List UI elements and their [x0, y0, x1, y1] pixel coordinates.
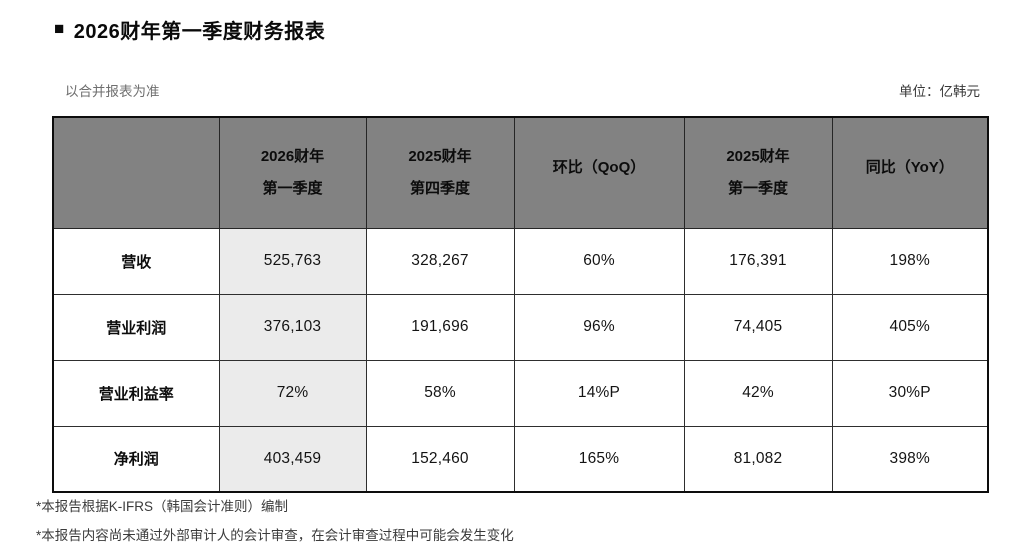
- cell: 328,267: [365, 227, 515, 295]
- cell: 72%: [218, 359, 367, 427]
- cell: 58%: [365, 359, 515, 427]
- row-label: 营业利润: [52, 293, 220, 361]
- cell: 152,460: [365, 425, 515, 493]
- cell: 376,103: [218, 293, 367, 361]
- table-row-operating-margin: 营业利益率 72% 58% 14%P 42% 30%P: [52, 359, 989, 427]
- cell: 14%P: [513, 359, 685, 427]
- row-label: 营业利益率: [52, 359, 220, 427]
- cell: 74,405: [683, 293, 833, 361]
- col-header-empty: [52, 116, 220, 229]
- page-title-text: 2026财年第一季度财务报表: [73, 21, 326, 43]
- cell: 42%: [683, 359, 833, 427]
- cell: 30%P: [831, 359, 989, 427]
- square-bullet-icon: ■: [54, 18, 65, 38]
- col-header-fy2025-q4: 2025财年 第四季度: [365, 116, 515, 229]
- cell: 191,696: [365, 293, 515, 361]
- col-header-qoq: 环比（QoQ）: [513, 116, 685, 229]
- table-row-revenue: 营收 525,763 328,267 60% 176,391 198%: [52, 227, 989, 295]
- row-label: 净利润: [52, 425, 220, 493]
- basis-note: 以合并报表为准: [65, 84, 160, 99]
- cell: 60%: [513, 227, 685, 295]
- cell: 96%: [513, 293, 685, 361]
- cell: 403,459: [218, 425, 367, 493]
- table-row-operating-profit: 营业利润 376,103 191,696 96% 74,405 405%: [52, 293, 989, 361]
- financial-table: 2026财年 第一季度 2025财年 第四季度 环比（QoQ）: [52, 116, 989, 493]
- financial-table-wrapper: 2026财年 第一季度 2025财年 第四季度 环比（QoQ）: [52, 116, 989, 493]
- table-row-net-profit: 净利润 403,459 152,460 165% 81,082 398%: [52, 425, 989, 493]
- cell: 198%: [831, 227, 989, 295]
- footnotes: *本报告根据K-IFRS（韩国会计准则）编制 *本报告内容尚未通过外部审计人的会…: [36, 492, 514, 550]
- row-label: 营收: [52, 227, 220, 295]
- page-title: ■ 2026财年第一季度财务报表: [54, 15, 325, 44]
- unit-note: 单位：亿韩元: [899, 84, 980, 99]
- cell: 405%: [831, 293, 989, 361]
- footnote-accounting-standard: *本报告根据K-IFRS（韩国会计准则）编制: [36, 499, 289, 514]
- col-header-fy2025-q1: 2025财年 第一季度: [683, 116, 833, 229]
- col-header-fy2026-q1: 2026财年 第一季度: [218, 116, 367, 229]
- cell: 176,391: [683, 227, 833, 295]
- cell: 398%: [831, 425, 989, 493]
- cell: 165%: [513, 425, 685, 493]
- footnote-audit-disclaimer: *本报告内容尚未通过外部审计人的会计审查，在会计审查过程中可能会发生变化: [36, 528, 514, 543]
- header-row: 2026财年 第一季度 2025财年 第四季度 环比（QoQ）: [52, 116, 989, 229]
- cell: 525,763: [218, 227, 367, 295]
- cell: 81,082: [683, 425, 833, 493]
- col-header-yoy: 同比（YoY）: [831, 116, 989, 229]
